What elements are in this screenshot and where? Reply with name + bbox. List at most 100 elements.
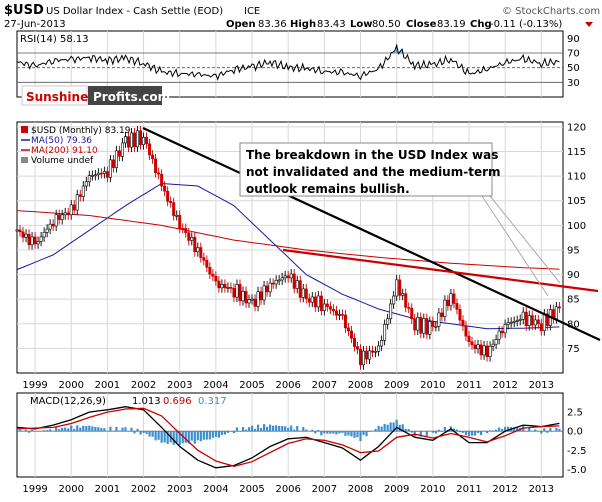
price-bar [422, 318, 426, 334]
rsi-y-tick-30: 30 [567, 78, 580, 89]
chg-value: -0.11 (-0.13%) [490, 19, 562, 30]
annotation-line-3: outlook remains bullish. [246, 182, 410, 196]
price-bar [398, 279, 402, 296]
price-bar [536, 319, 540, 325]
price-bar [292, 273, 296, 289]
logo-box-right [88, 86, 162, 105]
price-bar [277, 279, 281, 282]
price-bar [452, 293, 456, 304]
price-bar [136, 130, 140, 148]
macd-x-axis: 1999 2000 2001 2002 2003 2004 2005 2006 2007 2008… [22, 484, 554, 495]
price-bar [371, 350, 375, 353]
price-y-tick-100: 100 [567, 221, 586, 232]
price-bar [374, 351, 378, 353]
logo-brand1: Sunshine [26, 90, 88, 104]
price-bar [533, 319, 537, 326]
legend-price-swatch [21, 126, 28, 133]
annotation-pointer-2 [489, 195, 561, 284]
macd-x-tick-2006: 2006 [275, 484, 300, 495]
price-bar [160, 173, 164, 187]
chart-symbol: $USD [4, 3, 44, 18]
price-bar [105, 171, 109, 178]
price-bar [392, 295, 396, 305]
price-bar [322, 303, 326, 311]
price-bar [226, 287, 230, 289]
price-bar [78, 194, 82, 197]
annotation-box: The breakdown in the USD Index was not i… [239, 142, 501, 197]
price-legend: $USD (Monthly) 83.19 MA(50) 79.36 MA(200… [21, 126, 131, 166]
price-bar [181, 227, 185, 230]
price-bar [407, 307, 411, 309]
price-bar [151, 154, 155, 160]
price-x-tick-2010: 2010 [420, 380, 445, 391]
price-bar [289, 273, 293, 279]
rsi-y-tick-90: 90 [567, 34, 580, 45]
price-bar [102, 171, 106, 174]
macd-x-tick-2005: 2005 [239, 484, 264, 495]
price-bar [280, 277, 284, 281]
price-bar [425, 318, 429, 335]
price-bar [464, 325, 468, 337]
down-arrow-icon [585, 22, 593, 27]
price-bar [39, 236, 43, 242]
price-bar [458, 309, 462, 321]
price-bar [63, 212, 67, 216]
price-bar [340, 314, 344, 316]
macd-x-tick-2007: 2007 [312, 484, 337, 495]
price-bar [325, 303, 329, 307]
macd-x-tick-2000: 2000 [59, 484, 84, 495]
price-bar [87, 175, 91, 183]
price-bar [503, 324, 507, 334]
price-x-tick-1999: 1999 [22, 380, 47, 391]
price-bar [172, 202, 176, 216]
price-bar [515, 320, 519, 322]
price-bar [470, 341, 474, 346]
price-bar [431, 321, 435, 327]
stockcharts-credit[interactable]: © StockCharts.com [502, 6, 600, 17]
price-bar [117, 150, 121, 157]
price-bar [148, 143, 152, 156]
price-bar [268, 282, 272, 293]
price-bar [93, 174, 97, 177]
price-bar [428, 321, 432, 335]
macd-x-tick-2001: 2001 [95, 484, 120, 495]
price-bar [232, 288, 236, 298]
price-bar [404, 293, 408, 308]
price-y-tick-105: 105 [567, 196, 586, 207]
price-bar [434, 325, 438, 328]
price-bar [488, 345, 492, 357]
macd-y-axis: -5.0 -2.5 0.0 2.5 [567, 408, 587, 476]
price-x-tick-2008: 2008 [348, 380, 373, 391]
rsi-y-tick-50: 50 [567, 63, 580, 74]
macd-legend-label: MACD(12,26,9) [30, 396, 106, 407]
price-bar [295, 280, 299, 289]
price-bar [319, 295, 323, 311]
price-bar [139, 130, 143, 145]
price-bar [283, 275, 287, 279]
price-bar [187, 232, 191, 241]
price-bar [96, 172, 100, 176]
chart-name: US Dollar Index - Cash Settle (EOD) [46, 6, 223, 17]
price-bar [343, 314, 347, 329]
price-bar [157, 172, 161, 175]
macd-legend-value: 1.013 [132, 396, 161, 407]
price-bar [214, 275, 218, 282]
price-y-tick-95: 95 [567, 245, 580, 256]
price-bar [15, 229, 19, 232]
macd-x-tick-2013: 2013 [529, 484, 554, 495]
price-bar [346, 327, 350, 332]
chart-exchange: ICE [244, 6, 260, 17]
price-bar [223, 283, 227, 289]
price-bar [557, 306, 561, 309]
price-x-tick-2004: 2004 [203, 380, 228, 391]
price-bar [494, 339, 498, 345]
price-bar [21, 231, 25, 238]
price-bar [99, 172, 103, 175]
price-x-tick-2005: 2005 [239, 380, 264, 391]
price-bar [274, 279, 278, 285]
price-x-axis: 1999 2000 2001 2002 2003 2004 2005 2006 2007 2008… [22, 380, 554, 391]
price-bar [455, 303, 459, 310]
price-bar [24, 233, 28, 238]
price-bar [467, 335, 471, 343]
price-bar [359, 348, 363, 366]
